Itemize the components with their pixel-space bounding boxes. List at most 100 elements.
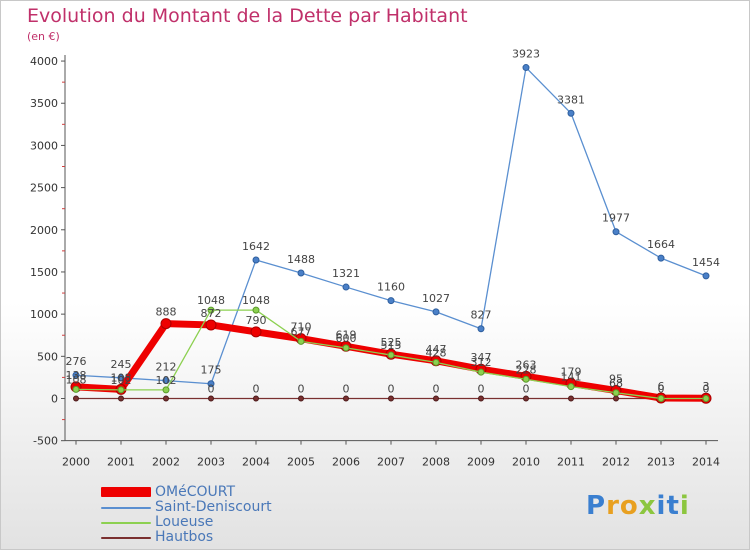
y-tick-label-0: -500 (33, 435, 58, 448)
data-label-loueuse-2004: 1048 (242, 294, 270, 307)
point-saint-deniscourt-2001 (117, 374, 125, 382)
data-label-loueuse-2013: 0 (658, 383, 665, 396)
point-saint-deniscourt-2008 (432, 308, 440, 316)
legend-label-saint-deniscourt: Saint-Deniscourt (155, 499, 272, 515)
point-hautbos-2011 (568, 395, 574, 402)
y-tick-label-4: 1500 (30, 266, 58, 279)
point-loueuse-2003 (207, 306, 215, 314)
proxiti-logo: Proxiti (586, 491, 690, 521)
point-hautbos-2003 (208, 395, 214, 402)
y-tick-label-2: 500 (37, 350, 58, 363)
point-saint-deniscourt-2009 (477, 325, 485, 333)
data-label-omecourt-2014: 3 (703, 380, 710, 393)
y-tick-label-8: 3500 (30, 97, 58, 110)
data-label-loueuse-2011: 141 (561, 371, 582, 384)
point-saint-deniscourt-2007 (387, 297, 395, 305)
x-tick-label-10: 2010 (512, 456, 540, 469)
point-loueuse-2007 (387, 351, 395, 359)
x-tick-label-7: 2007 (377, 456, 405, 469)
x-tick-label-3: 2003 (197, 456, 225, 469)
legend-swatch-saint-deniscourt (101, 507, 151, 509)
point-loueuse-2009 (477, 368, 485, 376)
x-tick-label-6: 2006 (332, 456, 360, 469)
data-label-omecourt-2002: 888 (156, 306, 177, 319)
y-tick-label-5: 2000 (30, 224, 58, 237)
logo-letter-1: r (606, 491, 620, 521)
legend-item-omecourt: OMéCOURT (101, 485, 361, 500)
x-tick-label-13: 2013 (647, 456, 675, 469)
point-saint-deniscourt-2014 (702, 272, 710, 280)
data-label-saint-deniscourt-2003: 175 (201, 364, 222, 377)
data-label-loueuse-2002: 102 (156, 374, 177, 387)
data-label-saint-deniscourt-2004: 1642 (242, 240, 270, 253)
data-label-omecourt-2004: 790 (246, 314, 267, 327)
point-saint-deniscourt-2003 (207, 380, 215, 388)
data-label-saint-deniscourt-2008: 1027 (422, 292, 450, 305)
point-loueuse-2004 (252, 306, 260, 314)
point-omecourt-2002 (160, 318, 172, 330)
legend-swatch-loueuse (101, 522, 151, 524)
data-label-omecourt-2008: 447 (426, 343, 447, 356)
data-label-omecourt-2012: 95 (609, 372, 623, 385)
data-label-loueuse-2003: 1048 (197, 294, 225, 307)
point-saint-deniscourt-2006 (342, 283, 350, 291)
point-loueuse-2008 (432, 358, 440, 366)
legend-label-hautbos: Hautbos (155, 529, 214, 545)
data-label-omecourt-2005: 710 (291, 321, 312, 334)
point-loueuse-2010 (522, 375, 530, 383)
legend-label-loueuse: Loueuse (155, 514, 214, 530)
point-loueuse-2012 (612, 389, 620, 397)
data-label-loueuse-2007: 515 (381, 339, 402, 352)
data-label-hautbos-2010: 0 (523, 383, 530, 396)
data-label-loueuse-2010: 228 (516, 363, 537, 376)
data-label-saint-deniscourt-2012: 1977 (602, 212, 630, 225)
data-label-omecourt-2013: 6 (658, 380, 665, 393)
point-loueuse-2001 (117, 386, 125, 394)
data-label-omecourt-2006: 619 (336, 328, 357, 341)
y-tick-label-9: 4000 (30, 55, 58, 68)
data-label-hautbos-2005: 0 (298, 383, 305, 396)
logo-letter-3: x (638, 491, 657, 521)
x-tick-label-14: 2014 (692, 456, 720, 469)
y-tick-label-1: 0 (51, 393, 58, 406)
data-label-omecourt-2003: 872 (201, 307, 222, 320)
data-label-loueuse-2009: 312 (471, 356, 492, 369)
point-loueuse-2000 (72, 385, 80, 393)
data-label-loueuse-2000: 108 (66, 373, 87, 386)
data-label-loueuse-2005: 677 (291, 325, 312, 338)
point-hautbos-2009 (478, 395, 484, 402)
x-tick-label-2: 2002 (152, 456, 180, 469)
data-label-omecourt-2000: 138 (66, 369, 87, 382)
data-label-saint-deniscourt-2005: 1488 (287, 253, 315, 266)
data-label-saint-deniscourt-2001: 245 (111, 358, 132, 371)
x-tick-label-4: 2004 (242, 456, 270, 469)
point-hautbos-2012 (613, 395, 619, 402)
data-label-omecourt-2007: 525 (381, 336, 402, 349)
legend-item-loueuse: Loueuse (101, 515, 361, 530)
x-tick-label-11: 2011 (557, 456, 585, 469)
point-loueuse-2011 (567, 383, 575, 391)
data-label-hautbos-2006: 0 (343, 383, 350, 396)
legend-swatch-hautbos (101, 537, 151, 539)
data-label-saint-deniscourt-2014: 1454 (692, 256, 720, 269)
point-saint-deniscourt-2002 (162, 377, 170, 385)
x-tick-label-1: 2001 (107, 456, 135, 469)
data-label-saint-deniscourt-2002: 212 (156, 361, 177, 374)
point-hautbos-2005 (298, 395, 304, 402)
logo-letter-5: t (666, 491, 680, 521)
point-omecourt-2004 (250, 326, 262, 338)
legend-item-saint-deniscourt: Saint-Deniscourt (101, 500, 361, 515)
legend-label-omecourt: OMéCOURT (155, 484, 236, 500)
data-label-hautbos-2007: 0 (388, 383, 395, 396)
point-saint-deniscourt-2004 (252, 256, 260, 264)
data-label-omecourt-2010: 263 (516, 358, 537, 371)
data-label-saint-deniscourt-2011: 3381 (557, 93, 585, 106)
legend-item-hautbos: Hautbos (101, 530, 361, 545)
data-label-loueuse-2006: 600 (336, 332, 357, 345)
data-label-saint-deniscourt-2009: 827 (471, 309, 492, 322)
point-loueuse-2014 (702, 395, 710, 402)
logo-letter-2: o (619, 491, 639, 521)
point-omecourt-2003 (205, 319, 217, 331)
point-hautbos-2008 (433, 395, 439, 402)
